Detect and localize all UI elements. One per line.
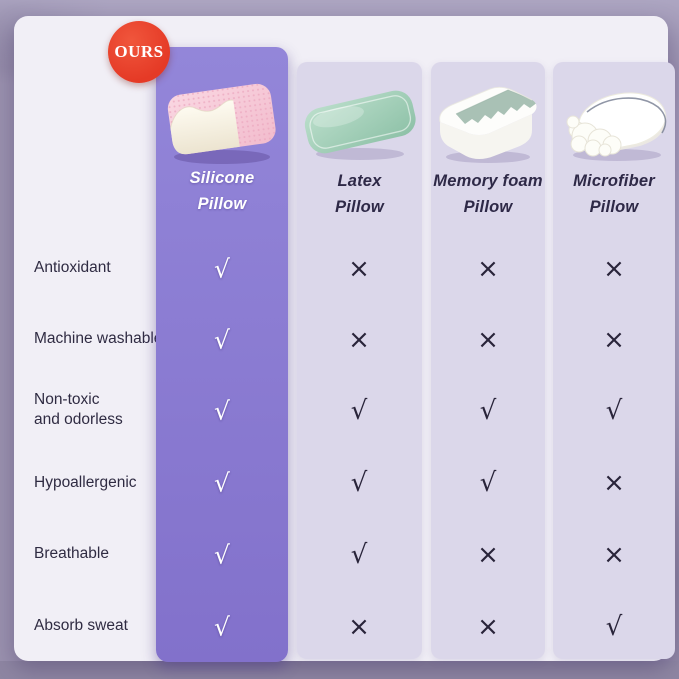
column-title-latex-line2: Pillow (335, 198, 384, 216)
ours-badge-label: OURS (114, 42, 164, 61)
mark-absorb-sweat-silicone: √ (214, 612, 230, 642)
feature-label-non-toxic: Non-toxic and odorless (34, 391, 123, 428)
mark-machine-washable-silicone: √ (214, 325, 230, 355)
microfiber-pillow-image (566, 92, 667, 161)
mark-hypoallergenic-memory-foam: √ (479, 468, 497, 498)
column-title-memory-foam-line1: Memory foam (433, 172, 543, 190)
column-title-microfiber-line2: Pillow (589, 198, 639, 216)
mark-breathable-memory-foam: × (477, 540, 499, 570)
column-title-silicone-line2: Pillow (197, 195, 247, 213)
feature-label-machine-washable: Machine washable (34, 330, 163, 347)
latex-pillow-image (304, 90, 416, 160)
mark-antioxidant-microfiber: × (603, 254, 625, 284)
mark-hypoallergenic-microfiber: × (603, 468, 625, 498)
column-title-memory-foam: Memory foam Pillow (431, 168, 545, 220)
mark-breathable-microfiber: × (603, 540, 625, 570)
mark-non-toxic-memory-foam: √ (479, 396, 497, 426)
feature-label-breathable: Breathable (34, 545, 109, 562)
feature-label-antioxidant: Antioxidant (34, 259, 111, 276)
mark-absorb-sweat-latex: × (348, 612, 370, 642)
mark-non-toxic-microfiber: √ (605, 396, 623, 426)
background-bottom-strip (0, 661, 679, 679)
comparison-card: Antioxidant Machine washable Non-toxic a… (14, 16, 675, 662)
column-silicone-pillow: Silicone Pillow (156, 47, 288, 662)
column-title-microfiber-line1: Microfiber (573, 172, 655, 190)
column-memory-foam-pillow: Memory foam Pillow (431, 62, 545, 659)
mark-breathable-latex: √ (350, 540, 368, 570)
column-title-silicone: Silicone Pillow (156, 165, 288, 217)
ours-badge: OURS (108, 21, 170, 83)
mark-machine-washable-memory-foam: × (477, 325, 499, 355)
mark-absorb-sweat-microfiber: √ (605, 612, 623, 642)
column-title-latex: Latex Pillow (297, 168, 422, 220)
mark-non-toxic-silicone: √ (214, 396, 230, 426)
mark-antioxidant-memory-foam: × (477, 254, 499, 284)
mark-non-toxic-latex: √ (350, 396, 368, 426)
mark-breathable-silicone: √ (214, 540, 230, 570)
silicone-pillow-image (167, 83, 276, 164)
mark-antioxidant-silicone: √ (214, 254, 230, 284)
memory-foam-pillow-image (439, 86, 537, 163)
column-title-silicone-line1: Silicone (189, 169, 255, 187)
mark-absorb-sweat-memory-foam: × (477, 612, 499, 642)
column-microfiber-pillow: Microfiber Pillow (553, 62, 675, 659)
mark-machine-washable-microfiber: × (603, 325, 625, 355)
mark-antioxidant-latex: × (348, 254, 370, 284)
feature-label-absorb-sweat: Absorb sweat (34, 617, 128, 634)
column-title-latex-line1: Latex (337, 172, 382, 190)
mark-hypoallergenic-silicone: √ (214, 468, 230, 498)
column-latex-pillow: Latex Pillow (297, 62, 422, 659)
mark-hypoallergenic-latex: √ (350, 468, 368, 498)
mark-machine-washable-latex: × (348, 325, 370, 355)
column-title-microfiber: Microfiber Pillow (553, 168, 675, 220)
column-title-memory-foam-line2: Pillow (463, 198, 513, 216)
feature-label-hypoallergenic: Hypoallergenic (34, 474, 137, 491)
